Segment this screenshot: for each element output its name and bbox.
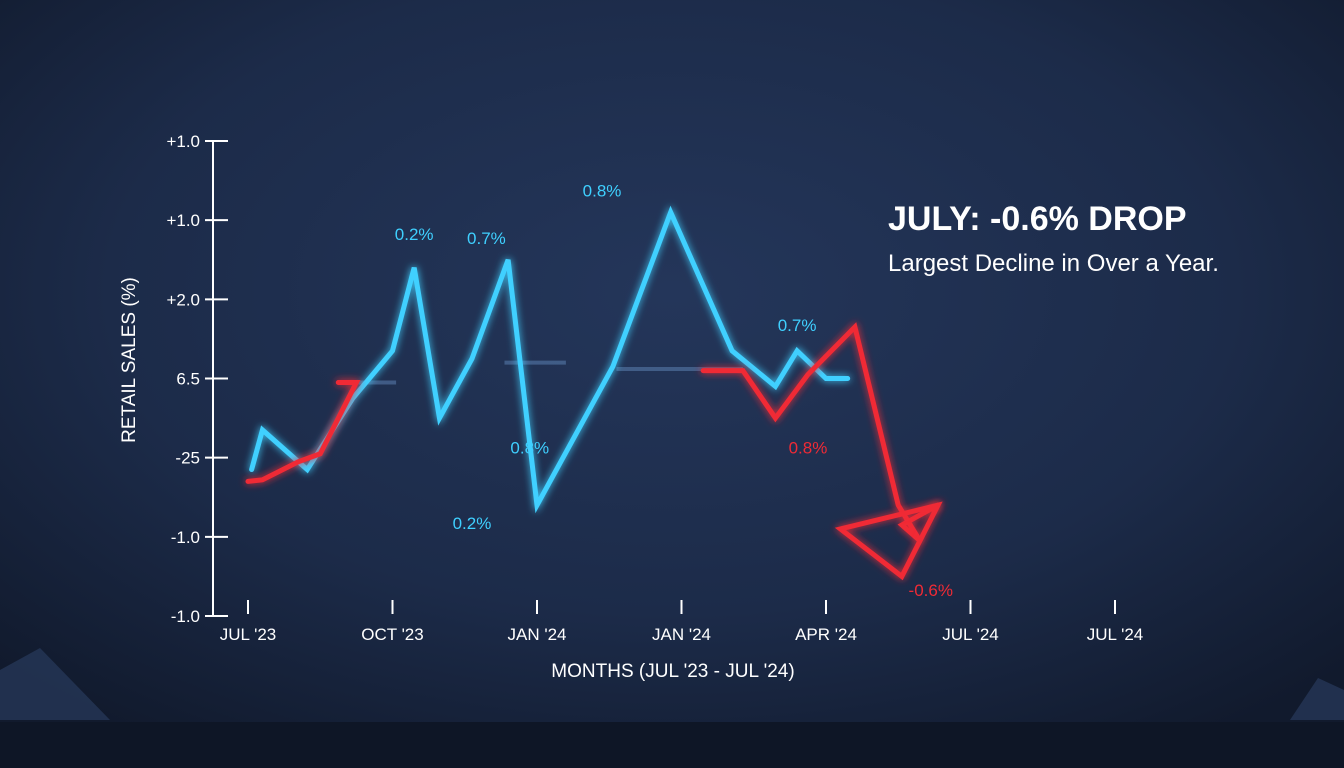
x-tick-label: JAN '24 <box>652 625 711 644</box>
chart-subheadline: Largest Decline in Over a Year. <box>888 250 1219 277</box>
chart-headline: JULY: -0.6% DROP <box>888 200 1187 238</box>
series-line <box>700 322 941 543</box>
x-tick-label: JUL '24 <box>1087 625 1143 644</box>
x-tick-label: JAN '24 <box>508 625 567 644</box>
x-tick-label: OCT '23 <box>361 625 423 644</box>
bottom-left-decoration <box>0 648 110 720</box>
y-ticks: +1.0 +1.0 +2.0 6.5 -25 -1.0 -1.0 <box>166 132 228 626</box>
x-tick-label: APR '24 <box>795 625 857 644</box>
data-labels: 0.2% 0.7% 0.8% 0.8% 0.2% 0.7% 0.8% -0.6% <box>395 181 953 600</box>
x-tick-label: JUL '23 <box>220 625 276 644</box>
x-axis-title: MONTHS (JUL '23 - JUL '24) <box>551 661 794 682</box>
data-label: 0.2% <box>453 514 492 533</box>
y-axis-title: RETAIL SALES (%) <box>119 277 140 443</box>
data-label: 0.2% <box>395 225 434 244</box>
y-tick-label: +2.0 <box>166 290 200 309</box>
x-tick-label: JUL '24 <box>942 625 998 644</box>
series-line <box>245 379 361 484</box>
y-tick-label: -1.0 <box>171 607 200 626</box>
bottom-right-decoration <box>1290 678 1344 720</box>
x-ticks: JUL '23 OCT '23 JAN '24 JAN '24 APR '24 JUL '… <box>220 600 1143 644</box>
y-tick-label: -1.0 <box>171 528 200 547</box>
y-tick-label: +1.0 <box>166 132 200 151</box>
y-tick-label: -25 <box>175 449 200 468</box>
data-label: 0.7% <box>778 316 817 335</box>
data-label: 0.8% <box>789 439 828 458</box>
y-tick-label: 6.5 <box>176 370 200 389</box>
bottom-floor <box>0 722 1344 768</box>
series-lines <box>245 205 943 581</box>
data-label: 0.8% <box>583 181 622 200</box>
y-tick-label: +1.0 <box>166 211 200 230</box>
data-label: 0.7% <box>467 229 506 248</box>
data-label: 0.8% <box>510 439 549 458</box>
data-label: -0.6% <box>909 581 953 600</box>
drop-arrow-marker <box>834 501 943 581</box>
